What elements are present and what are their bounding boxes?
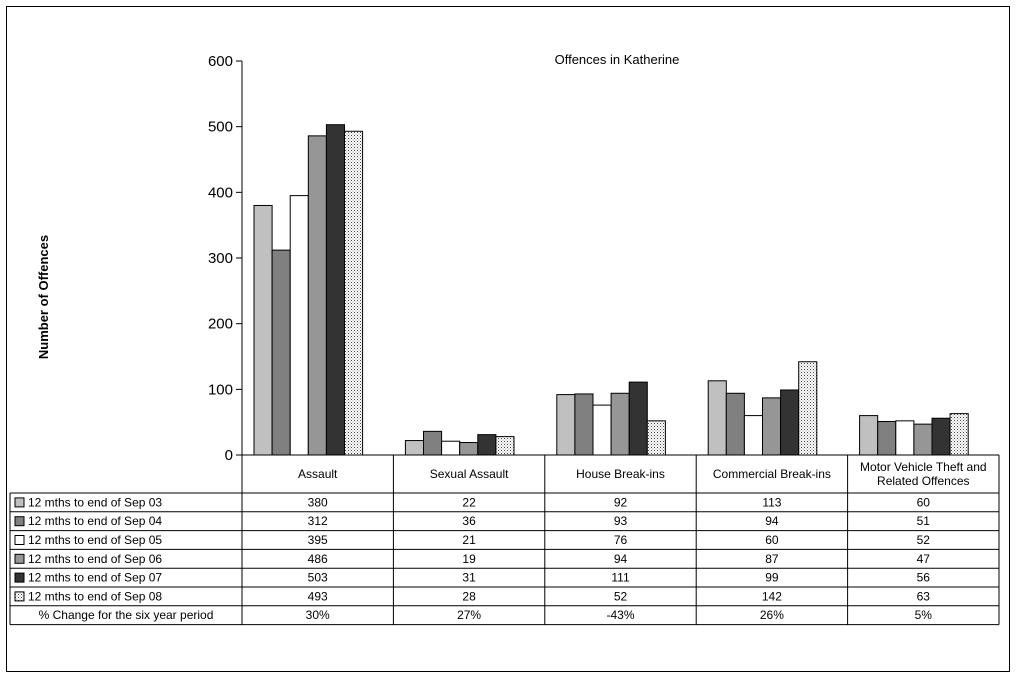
y-tick-label: 200 bbox=[208, 316, 233, 333]
percent-change-value: 26% bbox=[760, 608, 784, 622]
category-label: Commercial Break-ins bbox=[713, 467, 831, 481]
percent-change-value: 30% bbox=[306, 608, 330, 622]
bar bbox=[762, 397, 782, 456]
bar bbox=[271, 249, 291, 456]
data-label: 36 bbox=[462, 514, 476, 528]
chart-frame bbox=[6, 6, 1010, 672]
data-label: 312 bbox=[308, 514, 328, 528]
bar bbox=[913, 423, 933, 456]
data-table: Assault Sexual Assault House Break-ins Comm… bbox=[9, 454, 1000, 626]
y-tick-label: 0 bbox=[225, 447, 233, 464]
bar bbox=[877, 421, 897, 456]
data-label: 111 bbox=[611, 571, 630, 585]
data-label: 47 bbox=[917, 552, 931, 566]
bars bbox=[253, 124, 969, 456]
data-label: 94 bbox=[765, 514, 779, 528]
data-label: 21 bbox=[462, 533, 476, 547]
bar bbox=[610, 392, 630, 456]
percent-change-value: -43% bbox=[606, 608, 634, 622]
bar bbox=[592, 404, 612, 456]
bar bbox=[895, 420, 915, 456]
bar bbox=[495, 436, 515, 456]
axes: 0 100 200 300 400 500 600 bbox=[208, 53, 243, 464]
data-label: 87 bbox=[765, 552, 779, 566]
data-label: 52 bbox=[917, 533, 931, 547]
legend-entry: 12 mths to end of Sep 08 bbox=[28, 589, 162, 603]
data-label: 142 bbox=[762, 589, 782, 603]
bar bbox=[423, 430, 443, 456]
y-axis-label: Number of Offences bbox=[36, 235, 51, 359]
percent-change-value: 27% bbox=[457, 608, 481, 622]
bar bbox=[931, 417, 951, 456]
bar bbox=[253, 204, 273, 456]
category-label: Related Offences bbox=[877, 474, 970, 488]
data-label: 380 bbox=[308, 495, 328, 509]
y-tick-label: 600 bbox=[208, 53, 233, 70]
legend-swatch bbox=[14, 516, 25, 527]
legend-swatch bbox=[14, 497, 25, 508]
legend-entry: 12 mths to end of Sep 05 bbox=[28, 533, 162, 547]
bar bbox=[477, 434, 497, 456]
category-label: Motor Vehicle Theft and bbox=[860, 460, 987, 474]
bar bbox=[459, 442, 479, 456]
legend-swatch bbox=[14, 535, 25, 545]
legend-swatch bbox=[14, 553, 25, 564]
data-label: 493 bbox=[308, 589, 328, 603]
data-label: 52 bbox=[614, 589, 628, 603]
data-label: 92 bbox=[614, 495, 628, 509]
bar bbox=[780, 389, 800, 456]
bar bbox=[344, 130, 364, 456]
data-label: 22 bbox=[462, 495, 476, 509]
category-label: Assault bbox=[298, 467, 338, 481]
data-label: 76 bbox=[614, 533, 628, 547]
bar bbox=[289, 195, 309, 456]
data-label: 28 bbox=[462, 589, 476, 603]
bar bbox=[707, 380, 727, 456]
legend-swatch bbox=[14, 572, 25, 583]
category-label: House Break-ins bbox=[576, 467, 665, 481]
legend-entry: 12 mths to end of Sep 06 bbox=[28, 552, 162, 566]
data-label: 19 bbox=[462, 552, 476, 566]
bar bbox=[441, 440, 461, 456]
bar bbox=[404, 440, 424, 456]
y-tick-label: 100 bbox=[208, 381, 233, 398]
data-label: 51 bbox=[917, 514, 931, 528]
bar bbox=[628, 381, 648, 456]
bar bbox=[307, 135, 327, 456]
bar bbox=[743, 415, 764, 456]
category-label: Sexual Assault bbox=[430, 467, 509, 481]
bar bbox=[325, 124, 345, 456]
bar bbox=[949, 413, 969, 456]
data-label: 503 bbox=[308, 571, 328, 585]
bar bbox=[859, 415, 879, 456]
y-tick-label: 300 bbox=[208, 250, 233, 267]
chart-title: Offences in Katherine bbox=[555, 52, 680, 67]
data-label: 60 bbox=[765, 533, 779, 547]
legend-entry: 12 mths to end of Sep 07 bbox=[28, 571, 162, 585]
percent-change-value: 5% bbox=[915, 608, 933, 622]
legend-entry: 12 mths to end of Sep 03 bbox=[28, 495, 162, 509]
bar bbox=[556, 394, 576, 456]
bar bbox=[725, 392, 745, 456]
data-label: 395 bbox=[308, 533, 328, 547]
bar bbox=[798, 361, 818, 456]
data-label: 113 bbox=[762, 495, 781, 509]
y-tick-label: 500 bbox=[208, 119, 233, 136]
data-label: 56 bbox=[917, 571, 931, 585]
percent-change-label: % Change for the six year period bbox=[39, 608, 214, 622]
legend-swatch bbox=[14, 591, 25, 602]
legend-entry: 12 mths to end of Sep 04 bbox=[28, 514, 162, 528]
data-label: 31 bbox=[462, 571, 476, 585]
data-label: 63 bbox=[917, 589, 931, 603]
bar bbox=[646, 420, 666, 456]
bar bbox=[574, 393, 594, 456]
data-label: 99 bbox=[765, 571, 779, 585]
data-label: 60 bbox=[917, 495, 931, 509]
data-label: 94 bbox=[614, 552, 628, 566]
y-tick-label: 400 bbox=[208, 184, 233, 201]
data-label: 93 bbox=[614, 514, 628, 528]
data-label: 486 bbox=[308, 552, 328, 566]
